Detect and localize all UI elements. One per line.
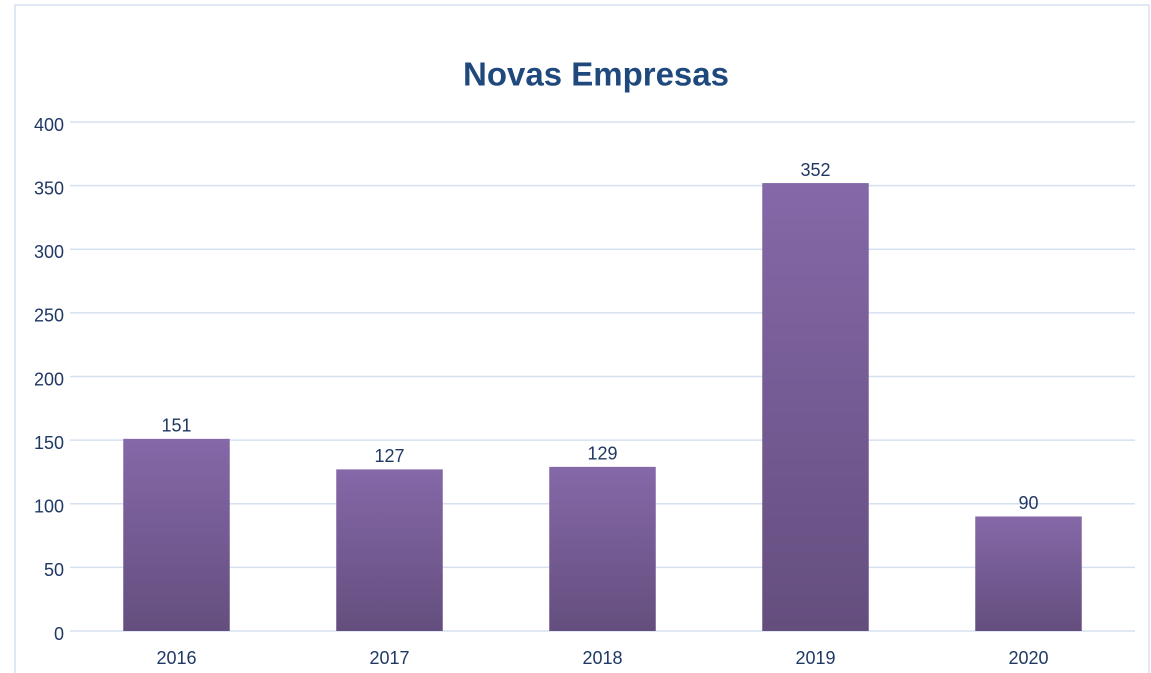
y-tick-label: 100 (34, 497, 64, 517)
y-tick-label: 200 (34, 369, 64, 389)
data-label: 352 (800, 160, 830, 180)
bar (336, 469, 443, 631)
bar (123, 438, 230, 631)
y-tick-label: 0 (54, 624, 64, 644)
chart-title: Novas Empresas (463, 56, 729, 93)
x-tick-label: 2018 (582, 648, 622, 668)
y-tick-label: 300 (34, 242, 64, 262)
bar (762, 183, 869, 631)
bar (975, 516, 1082, 631)
x-tick-label: 2020 (1008, 648, 1048, 668)
chart-frame (14, 4, 1150, 673)
x-tick-label: 2016 (156, 648, 196, 668)
x-tick-label: 2019 (795, 648, 835, 668)
x-tick-label: 2017 (369, 648, 409, 668)
y-tick-label: 150 (34, 433, 64, 453)
y-tick-label: 400 (34, 115, 64, 135)
data-label: 129 (587, 444, 617, 464)
y-tick-label: 50 (44, 560, 64, 580)
bar (549, 466, 656, 631)
data-label: 127 (374, 446, 404, 466)
data-label: 151 (161, 416, 191, 436)
y-tick-label: 350 (34, 178, 64, 198)
y-tick-label: 250 (34, 306, 64, 326)
data-label: 90 (1018, 493, 1038, 513)
